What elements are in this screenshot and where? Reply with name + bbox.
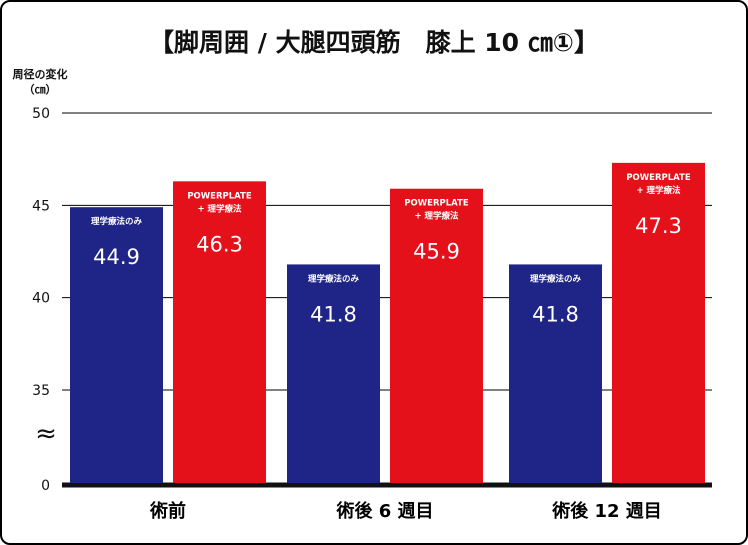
y-tick-label: 35 — [32, 383, 50, 399]
bar-series-label: POWERPLATE — [187, 191, 252, 201]
bar — [70, 207, 163, 483]
bar-value-label: 45.9 — [413, 240, 460, 264]
bar-value-label: 46.3 — [196, 232, 243, 256]
bar-series-label: + 理学療法 — [636, 185, 681, 196]
category-label: 術前 — [149, 500, 186, 522]
y-axis-ticks: 50 45 40 35 0 ≈ — [32, 106, 57, 494]
y-tick-label: 45 — [32, 198, 50, 214]
bar-series-label: POWERPLATE — [626, 173, 691, 183]
bar-value-label: 41.8 — [310, 302, 357, 326]
bar — [173, 181, 266, 483]
axis-break-symbol: ≈ — [35, 419, 57, 449]
x-axis-categories: 術前 術後 6 週目 術後 12 週目 — [149, 500, 662, 522]
bar-series-label: POWERPLATE — [404, 199, 469, 209]
bars: 理学療法のみ 44.9 POWERPLATE + 理学療法 46.3 理学療法のみ 41.8… — [70, 162, 705, 484]
category-label: 術後 12 週目 — [551, 500, 662, 522]
bar-series-label: + 理学療法 — [414, 211, 459, 222]
bar-value-label: 44.9 — [93, 245, 140, 269]
bar-series-label: 理学療法のみ — [91, 216, 143, 227]
bar — [509, 264, 602, 483]
bar-series-label: 理学療法のみ — [530, 273, 582, 284]
bar — [390, 188, 483, 484]
chart-title: 【脚周囲 / 大腿四頭筋 膝上 10 ㎝①】 — [149, 28, 599, 57]
y-tick-label-zero: 0 — [41, 478, 50, 494]
y-tick-label: 40 — [32, 291, 50, 307]
y-tick-label: 50 — [32, 106, 50, 122]
bar-value-label: 47.3 — [635, 214, 682, 238]
bar — [287, 264, 380, 483]
y-axis-label: 周径の変化 — [13, 67, 68, 81]
bar-series-label: + 理学療法 — [197, 203, 242, 214]
category-label: 術後 6 週目 — [335, 500, 433, 522]
gridlines — [62, 112, 712, 488]
y-axis-unit: （㎝） — [24, 83, 57, 96]
bar-value-label: 41.8 — [532, 302, 579, 326]
bar — [612, 162, 705, 484]
bar-series-label: 理学療法のみ — [308, 273, 360, 284]
